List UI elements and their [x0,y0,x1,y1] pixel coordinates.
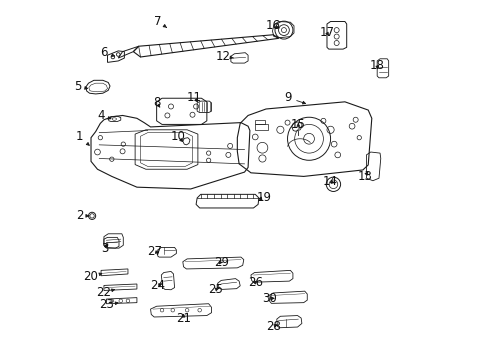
Text: 7: 7 [154,15,166,28]
Text: 6: 6 [100,46,114,59]
Text: 2: 2 [76,210,89,222]
Text: 30: 30 [262,292,276,305]
Text: 19: 19 [256,192,271,204]
Text: 8: 8 [153,96,160,109]
Text: 28: 28 [265,320,280,333]
Text: 3: 3 [101,242,108,255]
Text: 1: 1 [76,130,89,145]
Text: 16: 16 [265,19,280,32]
Text: 4: 4 [97,109,111,122]
Text: 12: 12 [215,50,233,63]
Text: 20: 20 [83,270,102,283]
Text: 25: 25 [208,283,223,296]
Text: 29: 29 [213,256,228,269]
Text: 15: 15 [290,118,305,131]
Text: 13: 13 [356,170,371,183]
Text: 24: 24 [150,279,165,292]
Text: 22: 22 [96,286,114,299]
Text: 27: 27 [146,245,162,258]
Text: 18: 18 [369,59,384,72]
Text: 23: 23 [99,298,118,311]
Text: 5: 5 [74,80,87,93]
Text: 14: 14 [323,175,337,188]
Text: 26: 26 [247,276,262,289]
Text: 10: 10 [170,130,185,144]
Text: 21: 21 [176,311,191,325]
Text: 9: 9 [283,91,305,104]
Text: 17: 17 [319,27,334,40]
Text: 11: 11 [186,91,202,104]
